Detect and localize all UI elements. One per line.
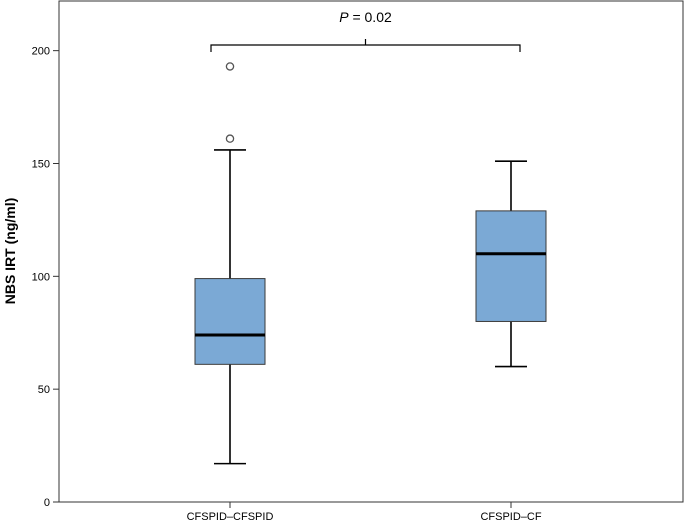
iqr-box bbox=[475, 210, 547, 322]
significance-bracket bbox=[210, 39, 521, 52]
x-tick-label: CFSPID–CF bbox=[480, 511, 541, 523]
outlier-point bbox=[225, 62, 235, 71]
y-tick-label: 200 bbox=[32, 46, 50, 58]
y-axis-title: NBS IRT (ng/ml) bbox=[2, 198, 18, 305]
y-tick-label: 100 bbox=[32, 271, 50, 283]
outlier-point bbox=[225, 134, 235, 143]
box-group bbox=[475, 160, 547, 368]
iqr-box bbox=[194, 278, 266, 365]
plot-frame bbox=[58, 0, 684, 503]
p-value: = 0.02 bbox=[349, 9, 392, 25]
y-tick-label: 150 bbox=[32, 158, 50, 170]
significance-annotation: P = 0.02 bbox=[210, 9, 521, 52]
y-axis: 0 50 100 150 200 bbox=[32, 46, 59, 509]
x-tick-label: CFSPID–CFSPID bbox=[187, 511, 274, 523]
y-tick-label: 50 bbox=[38, 384, 50, 396]
p-value-label: P = 0.02 bbox=[339, 9, 392, 25]
y-tick-label: 0 bbox=[44, 497, 50, 509]
boxes bbox=[194, 62, 547, 465]
p-symbol: P bbox=[339, 9, 349, 25]
box-group bbox=[194, 62, 266, 465]
x-axis: CFSPID–CFSPID CFSPID–CF bbox=[187, 502, 542, 523]
